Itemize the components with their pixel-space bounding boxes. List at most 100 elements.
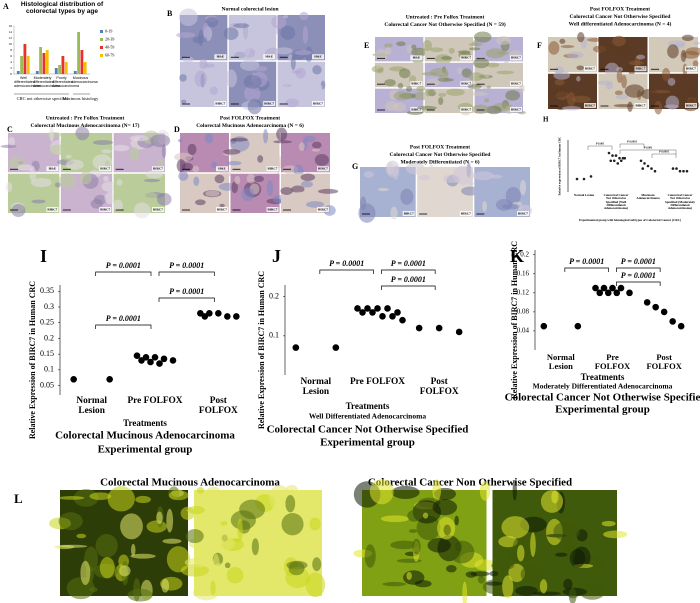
tissue-texture — [290, 55, 296, 71]
tissue-texture — [451, 44, 458, 49]
tile-label-bg — [402, 211, 415, 216]
tissue-texture — [692, 60, 699, 68]
y-tick-label: 2 — [10, 66, 12, 70]
tissue-texture — [299, 11, 309, 21]
tissue-texture — [212, 553, 220, 579]
x-tick-label: Pre FOLFOX — [349, 377, 406, 387]
x-tick-label: Normal Lesion — [573, 193, 595, 197]
tissue-texture — [209, 86, 219, 95]
significance-label: P = 0.0001 — [621, 271, 656, 280]
legend-swatch — [100, 46, 103, 49]
panel-letter: B — [167, 9, 173, 18]
tissue-texture — [225, 69, 237, 88]
panel-letter: G — [352, 162, 358, 171]
data-dot — [653, 169, 657, 173]
data-dot — [650, 167, 653, 170]
significance-bracket — [619, 149, 677, 154]
tissue-texture — [441, 38, 454, 44]
tissue-texture — [111, 144, 130, 152]
tile-label: H&E — [49, 167, 57, 171]
tile-label-bg — [460, 55, 473, 61]
tissue-texture — [399, 68, 411, 79]
tissue-texture — [568, 587, 577, 603]
panel-title: Post FOLFOX Treatment — [590, 6, 650, 12]
tissue-texture — [116, 179, 123, 186]
tissue-texture — [194, 70, 208, 88]
y-tick-label: 0.04 — [517, 327, 530, 335]
tile-label: BIRC7 — [100, 167, 110, 171]
data-dot — [215, 309, 222, 317]
tissue-texture — [393, 91, 411, 101]
x-tick-label: Mucinous adenocarcinoma — [71, 76, 98, 84]
tissue-texture — [430, 67, 449, 77]
legend-swatch — [100, 30, 103, 33]
x-tick-label: Normal Lesion — [546, 352, 575, 371]
tissue-texture — [257, 155, 264, 163]
data-dot — [611, 154, 614, 157]
tile-label-bg — [266, 166, 279, 172]
legend-swatch — [100, 38, 103, 41]
tissue-texture — [406, 86, 413, 92]
x-tick-label: Normal Lesion — [300, 377, 332, 397]
tissue-texture — [263, 129, 269, 144]
significance-label: P = 0.0001 — [169, 261, 204, 270]
data-dot — [374, 305, 381, 312]
y-tick-label: 0.25 — [40, 318, 54, 327]
tissue-texture — [174, 152, 193, 162]
bar — [26, 56, 30, 74]
micrograph: BIRC7 — [548, 31, 605, 75]
tissue-texture — [291, 70, 302, 74]
tissue-texture — [29, 167, 37, 182]
tissue-texture — [576, 65, 584, 71]
tissue-texture — [385, 46, 392, 56]
tile-label-bg — [312, 101, 324, 106]
tissue-texture — [495, 36, 511, 45]
tissue-texture — [364, 544, 376, 568]
tile-label: BIRC7 — [636, 103, 646, 107]
tissue-texture — [205, 190, 220, 197]
tissue-texture — [311, 141, 322, 149]
tissue-texture — [312, 65, 322, 75]
significance-bracket — [381, 269, 436, 274]
tissue-texture — [214, 174, 225, 184]
tissue-texture — [192, 36, 208, 44]
bar — [58, 65, 62, 74]
tissue-texture — [187, 143, 197, 156]
tissue-texture — [689, 89, 696, 102]
tissue-texture — [454, 515, 459, 526]
tissue-texture — [654, 100, 663, 115]
tissue-texture — [554, 79, 565, 86]
data-dot — [147, 358, 154, 366]
tissue-texture — [433, 190, 456, 202]
tissue-texture — [519, 84, 525, 93]
tissue-texture — [616, 69, 623, 84]
tissue-texture — [293, 164, 304, 177]
tile-label-bg — [410, 107, 423, 112]
tissue-texture — [593, 555, 603, 572]
y-tick-label: 16 — [9, 24, 13, 28]
tissue-texture — [73, 135, 79, 148]
tissue-texture — [112, 199, 123, 211]
tissue-texture — [664, 104, 679, 109]
tissue-texture — [318, 188, 339, 194]
tissue-texture — [58, 173, 77, 189]
tile-label: BIRC7 — [585, 67, 595, 71]
tile-label-bg — [510, 55, 522, 61]
data-dot — [151, 353, 159, 361]
tissue-texture — [601, 520, 616, 527]
tissue-texture — [566, 51, 584, 59]
tissue-texture — [508, 563, 526, 583]
tissue-texture — [178, 171, 189, 181]
micrograph: BIRC7 — [179, 58, 228, 107]
legend-label: 60-79 — [105, 52, 114, 57]
tissue-texture — [615, 94, 629, 100]
micrograph: BIRC7 — [548, 70, 597, 111]
micrograph: BIRC7 — [112, 170, 172, 219]
tissue-texture — [231, 181, 238, 194]
data-dot — [669, 318, 676, 325]
tissue-texture — [563, 578, 573, 590]
tissue-texture — [479, 481, 491, 501]
tissue-texture — [416, 85, 426, 92]
tissue-texture — [220, 521, 228, 526]
tissue-texture — [433, 88, 449, 94]
